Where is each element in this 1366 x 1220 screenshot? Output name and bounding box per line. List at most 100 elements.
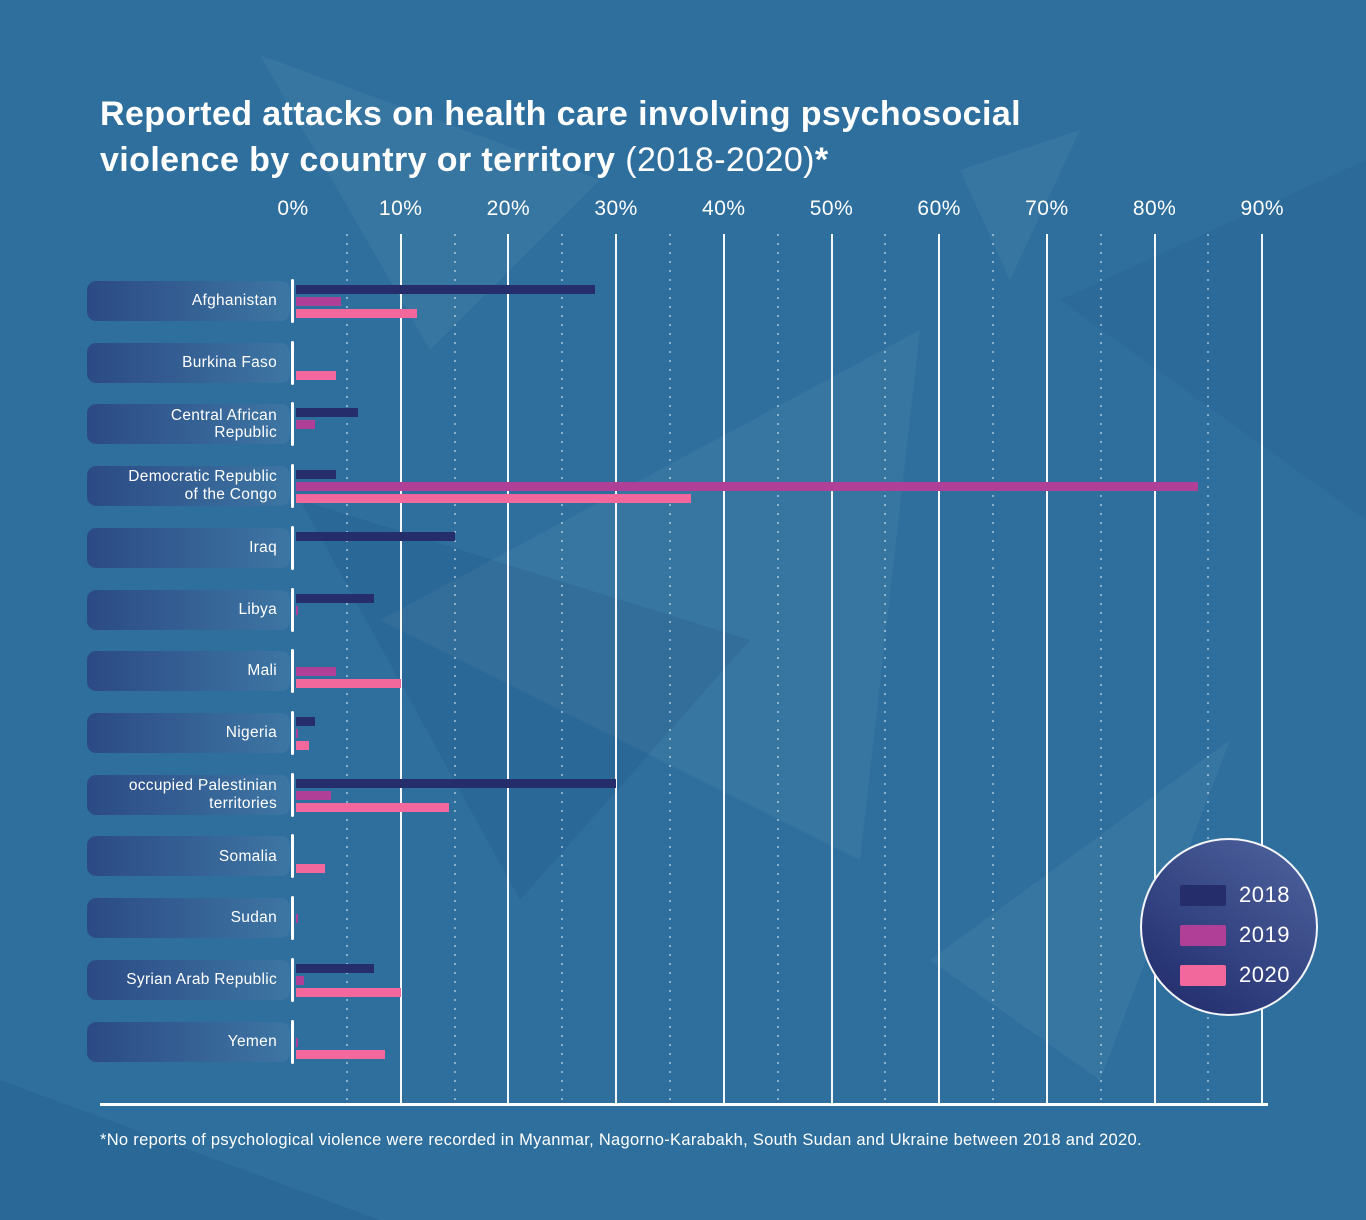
- country-pill: Somalia: [87, 836, 290, 877]
- x-axis-tick-label: 0%: [277, 197, 309, 220]
- zero-axis-tick: [291, 896, 294, 941]
- chart-title: Reported attacks on health care involvin…: [100, 92, 1200, 183]
- country-pill: Democratic Republic of the Congo: [87, 466, 290, 507]
- gridline-70pct: [1045, 234, 1048, 1104]
- bar-2018: [296, 593, 374, 603]
- chart-title-line2: violence by country or territory: [100, 140, 626, 179]
- legend-label-2020: 2020: [1239, 962, 1290, 987]
- x-axis-baseline: [100, 1103, 1268, 1106]
- gridline-80pct: [1153, 234, 1156, 1104]
- chart-title-period: (2018-2020): [625, 140, 815, 179]
- legend-swatch-2020: [1180, 964, 1226, 986]
- legend-swatch-2018: [1180, 884, 1226, 906]
- zero-axis-tick: [291, 402, 294, 447]
- country-pill: Central African Republic: [87, 404, 290, 445]
- country-label: Iraq: [249, 538, 277, 556]
- zero-axis-tick: [291, 649, 294, 694]
- country-pill: occupied Palestinian territories: [87, 774, 290, 815]
- x-axis-tick-label: 80%: [1132, 197, 1177, 220]
- zero-axis-tick: [291, 279, 294, 323]
- bar-2018: [296, 531, 455, 541]
- legend-item-2019: 2019: [1180, 922, 1290, 948]
- zero-axis-tick: [291, 1019, 294, 1064]
- legend-label-2019: 2019: [1239, 922, 1290, 947]
- minor-gridline-75pct: [1099, 234, 1102, 1104]
- zero-axis-tick: [291, 834, 294, 879]
- legend-swatch-2019: [1180, 924, 1226, 946]
- x-axis-tick-label: 50%: [809, 197, 854, 220]
- bar-2019: [296, 790, 331, 800]
- zero-axis-tick: [291, 772, 294, 817]
- bar-2020: [296, 679, 401, 689]
- minor-gridline-5pct: [345, 234, 348, 1104]
- bar-2019: [296, 975, 304, 985]
- gridline-90pct: [1261, 234, 1264, 1104]
- x-axis-tick-label: 20%: [486, 197, 531, 220]
- chart-title-line1: Reported attacks on health care involvin…: [100, 95, 1021, 133]
- minor-gridline-25pct: [561, 234, 564, 1104]
- x-axis-tick-label: 30%: [594, 197, 638, 220]
- country-pill: Mali: [87, 651, 290, 692]
- country-label: Syrian Arab Republic: [126, 971, 277, 988]
- bar-2020: [296, 1049, 385, 1059]
- minor-gridline-55pct: [884, 234, 887, 1104]
- x-axis-tick-label: 70%: [1025, 197, 1069, 220]
- country-pill: Sudan: [87, 898, 290, 939]
- gridline-20pct: [507, 234, 510, 1104]
- country-pill: Syrian Arab Republic: [87, 959, 290, 1000]
- footnote: *No reports of psychological violence we…: [100, 1131, 1142, 1149]
- bar-2019: [296, 729, 299, 739]
- bar-2019: [296, 1037, 299, 1047]
- country-pill: Afghanistan: [87, 281, 290, 321]
- legend-items: 2018 2019 2020: [1180, 882, 1290, 988]
- minor-gridline-85pct: [1207, 234, 1210, 1104]
- bar-2019: [296, 297, 342, 306]
- x-axis-tick-label: 40%: [702, 197, 746, 220]
- country-pill: Libya: [87, 589, 290, 630]
- gridline-60pct: [938, 234, 941, 1104]
- bar-2019: [296, 914, 299, 924]
- gridline-10pct: [399, 234, 402, 1104]
- bar-2020: [296, 370, 337, 380]
- minor-gridline-45pct: [776, 234, 779, 1104]
- bar-2020: [296, 494, 692, 504]
- minor-gridline-35pct: [668, 234, 671, 1104]
- x-axis-tick-label: 10%: [378, 197, 423, 220]
- chart-title-asterisk: *: [814, 140, 829, 179]
- country-label: Somalia: [218, 847, 277, 865]
- minor-gridline-65pct: [992, 234, 995, 1104]
- bar-2018: [296, 470, 337, 480]
- country-label: Sudan: [230, 909, 277, 927]
- bar-2018: [296, 285, 595, 294]
- bar-2018: [296, 408, 358, 418]
- bar-2018: [296, 963, 374, 973]
- zero-axis-tick: [291, 587, 294, 632]
- zero-axis-tick: [291, 711, 294, 756]
- country-label: occupied Palestinian territories: [128, 776, 277, 812]
- minor-gridline-15pct: [453, 234, 456, 1104]
- zero-axis-tick: [291, 525, 294, 570]
- bar-2019: [296, 605, 299, 615]
- bar-2019: [296, 482, 1198, 492]
- bar-2019: [296, 667, 337, 677]
- country-label: Yemen: [227, 1032, 277, 1050]
- gridline-30pct: [615, 234, 618, 1104]
- country-label: Nigeria: [225, 724, 277, 742]
- bar-2020: [296, 987, 401, 997]
- country-pill: Yemen: [87, 1021, 290, 1062]
- zero-axis-tick: [291, 957, 294, 1002]
- bar-2020: [296, 741, 310, 751]
- zero-axis-tick: [291, 464, 294, 509]
- country-label: Libya: [238, 600, 277, 618]
- gridline-40pct: [722, 234, 725, 1104]
- country-label: Afghanistan: [191, 292, 277, 310]
- country-label: Central African Republic: [170, 406, 277, 442]
- zero-axis-tick: [291, 340, 294, 385]
- bar-2020: [296, 309, 417, 318]
- country-pill: Nigeria: [87, 713, 290, 754]
- gridline-50pct: [830, 234, 833, 1104]
- bar-2018: [296, 778, 617, 788]
- legend-label-2018: 2018: [1239, 882, 1290, 907]
- legend-circle: 2018 2019 2020: [1140, 838, 1318, 1016]
- bar-2019: [296, 420, 315, 430]
